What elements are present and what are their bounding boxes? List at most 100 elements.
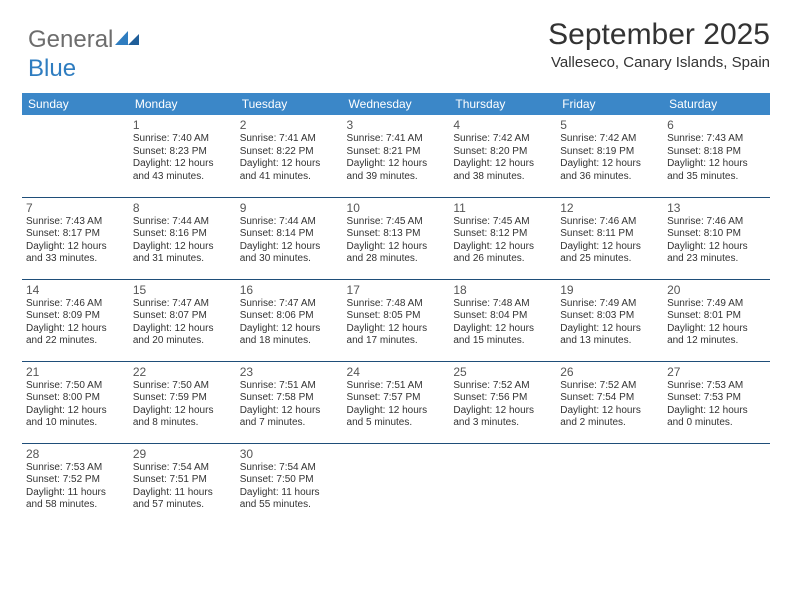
day-number: 8 [133, 201, 232, 215]
daylight-text: Daylight: 12 hours and 13 minutes. [560, 323, 659, 348]
sunset-text: Sunset: 8:01 PM [667, 310, 766, 323]
daylight-text: Daylight: 12 hours and 22 minutes. [26, 323, 125, 348]
calendar-cell: 3Sunrise: 7:41 AMSunset: 8:21 PMDaylight… [343, 115, 450, 197]
daylight-text: Daylight: 12 hours and 15 minutes. [453, 323, 552, 348]
calendar-cell [22, 115, 129, 197]
sunrise-text: Sunrise: 7:49 AM [560, 298, 659, 311]
daylight-text: Daylight: 11 hours and 55 minutes. [240, 487, 339, 512]
sunset-text: Sunset: 8:05 PM [347, 310, 446, 323]
sunrise-text: Sunrise: 7:48 AM [347, 298, 446, 311]
calendar-cell: 28Sunrise: 7:53 AMSunset: 7:52 PMDayligh… [22, 443, 129, 525]
day-number: 17 [347, 283, 446, 297]
calendar-cell: 21Sunrise: 7:50 AMSunset: 8:00 PMDayligh… [22, 361, 129, 443]
location-text: Valleseco, Canary Islands, Spain [548, 54, 770, 71]
daylight-text: Daylight: 12 hours and 0 minutes. [667, 405, 766, 430]
page-title: September 2025 [548, 18, 770, 52]
calendar-cell: 17Sunrise: 7:48 AMSunset: 8:05 PMDayligh… [343, 279, 450, 361]
daylight-text: Daylight: 12 hours and 5 minutes. [347, 405, 446, 430]
sunset-text: Sunset: 7:52 PM [26, 474, 125, 487]
day-number: 3 [347, 118, 446, 132]
day-number: 25 [453, 365, 552, 379]
calendar-week: 21Sunrise: 7:50 AMSunset: 8:00 PMDayligh… [22, 361, 770, 443]
calendar-cell [449, 443, 556, 525]
calendar-cell: 24Sunrise: 7:51 AMSunset: 7:57 PMDayligh… [343, 361, 450, 443]
day-number: 11 [453, 201, 552, 215]
sunset-text: Sunset: 7:59 PM [133, 392, 232, 405]
calendar-cell: 29Sunrise: 7:54 AMSunset: 7:51 PMDayligh… [129, 443, 236, 525]
sunset-text: Sunset: 7:57 PM [347, 392, 446, 405]
calendar-cell: 14Sunrise: 7:46 AMSunset: 8:09 PMDayligh… [22, 279, 129, 361]
day-number: 22 [133, 365, 232, 379]
sunrise-text: Sunrise: 7:41 AM [240, 133, 339, 146]
sunset-text: Sunset: 7:50 PM [240, 474, 339, 487]
daylight-text: Daylight: 12 hours and 17 minutes. [347, 323, 446, 348]
col-saturday: Saturday [663, 93, 770, 115]
calendar-cell: 19Sunrise: 7:49 AMSunset: 8:03 PMDayligh… [556, 279, 663, 361]
sunrise-text: Sunrise: 7:52 AM [453, 380, 552, 393]
day-number: 24 [347, 365, 446, 379]
sunrise-text: Sunrise: 7:47 AM [133, 298, 232, 311]
sunset-text: Sunset: 8:18 PM [667, 146, 766, 159]
daylight-text: Daylight: 12 hours and 39 minutes. [347, 158, 446, 183]
brand-text-blue: Blue [28, 55, 76, 82]
sunset-text: Sunset: 7:58 PM [240, 392, 339, 405]
daylight-text: Daylight: 12 hours and 25 minutes. [560, 241, 659, 266]
daylight-text: Daylight: 12 hours and 26 minutes. [453, 241, 552, 266]
day-number: 12 [560, 201, 659, 215]
daylight-text: Daylight: 12 hours and 38 minutes. [453, 158, 552, 183]
calendar-cell: 18Sunrise: 7:48 AMSunset: 8:04 PMDayligh… [449, 279, 556, 361]
daylight-text: Daylight: 12 hours and 23 minutes. [667, 241, 766, 266]
sunset-text: Sunset: 7:53 PM [667, 392, 766, 405]
brand-mark-icon [115, 25, 141, 53]
calendar-cell: 13Sunrise: 7:46 AMSunset: 8:10 PMDayligh… [663, 197, 770, 279]
sunset-text: Sunset: 8:03 PM [560, 310, 659, 323]
calendar-cell: 22Sunrise: 7:50 AMSunset: 7:59 PMDayligh… [129, 361, 236, 443]
sunset-text: Sunset: 8:21 PM [347, 146, 446, 159]
calendar-cell: 20Sunrise: 7:49 AMSunset: 8:01 PMDayligh… [663, 279, 770, 361]
brand-text-general: General [28, 26, 113, 54]
sunrise-text: Sunrise: 7:44 AM [240, 216, 339, 229]
sunset-text: Sunset: 7:54 PM [560, 392, 659, 405]
calendar-cell: 26Sunrise: 7:52 AMSunset: 7:54 PMDayligh… [556, 361, 663, 443]
daylight-text: Daylight: 12 hours and 30 minutes. [240, 241, 339, 266]
calendar-week: 14Sunrise: 7:46 AMSunset: 8:09 PMDayligh… [22, 279, 770, 361]
day-number: 7 [26, 201, 125, 215]
day-number: 16 [240, 283, 339, 297]
calendar-cell: 15Sunrise: 7:47 AMSunset: 8:07 PMDayligh… [129, 279, 236, 361]
brand-logo: General [28, 26, 141, 54]
daylight-text: Daylight: 12 hours and 12 minutes. [667, 323, 766, 348]
sunrise-text: Sunrise: 7:50 AM [26, 380, 125, 393]
day-number: 26 [560, 365, 659, 379]
col-monday: Monday [129, 93, 236, 115]
sunset-text: Sunset: 8:10 PM [667, 228, 766, 241]
sunrise-text: Sunrise: 7:45 AM [347, 216, 446, 229]
day-number: 5 [560, 118, 659, 132]
calendar-cell: 27Sunrise: 7:53 AMSunset: 7:53 PMDayligh… [663, 361, 770, 443]
daylight-text: Daylight: 12 hours and 31 minutes. [133, 241, 232, 266]
day-number: 29 [133, 447, 232, 461]
day-number: 4 [453, 118, 552, 132]
sunset-text: Sunset: 8:16 PM [133, 228, 232, 241]
calendar-cell: 4Sunrise: 7:42 AMSunset: 8:20 PMDaylight… [449, 115, 556, 197]
sunset-text: Sunset: 8:14 PM [240, 228, 339, 241]
calendar-cell: 25Sunrise: 7:52 AMSunset: 7:56 PMDayligh… [449, 361, 556, 443]
title-block: September 2025 Valleseco, Canary Islands… [548, 18, 770, 71]
sunrise-text: Sunrise: 7:46 AM [560, 216, 659, 229]
daylight-text: Daylight: 12 hours and 36 minutes. [560, 158, 659, 183]
daylight-text: Daylight: 12 hours and 10 minutes. [26, 405, 125, 430]
sunset-text: Sunset: 8:06 PM [240, 310, 339, 323]
sunrise-text: Sunrise: 7:53 AM [667, 380, 766, 393]
sunset-text: Sunset: 8:20 PM [453, 146, 552, 159]
daylight-text: Daylight: 12 hours and 33 minutes. [26, 241, 125, 266]
sunrise-text: Sunrise: 7:42 AM [453, 133, 552, 146]
sunset-text: Sunset: 8:04 PM [453, 310, 552, 323]
sunset-text: Sunset: 8:11 PM [560, 228, 659, 241]
sunrise-text: Sunrise: 7:45 AM [453, 216, 552, 229]
sunset-text: Sunset: 7:56 PM [453, 392, 552, 405]
sunset-text: Sunset: 8:09 PM [26, 310, 125, 323]
sunrise-text: Sunrise: 7:51 AM [347, 380, 446, 393]
daylight-text: Daylight: 12 hours and 20 minutes. [133, 323, 232, 348]
sunset-text: Sunset: 8:12 PM [453, 228, 552, 241]
daylight-text: Daylight: 12 hours and 18 minutes. [240, 323, 339, 348]
calendar-cell: 9Sunrise: 7:44 AMSunset: 8:14 PMDaylight… [236, 197, 343, 279]
